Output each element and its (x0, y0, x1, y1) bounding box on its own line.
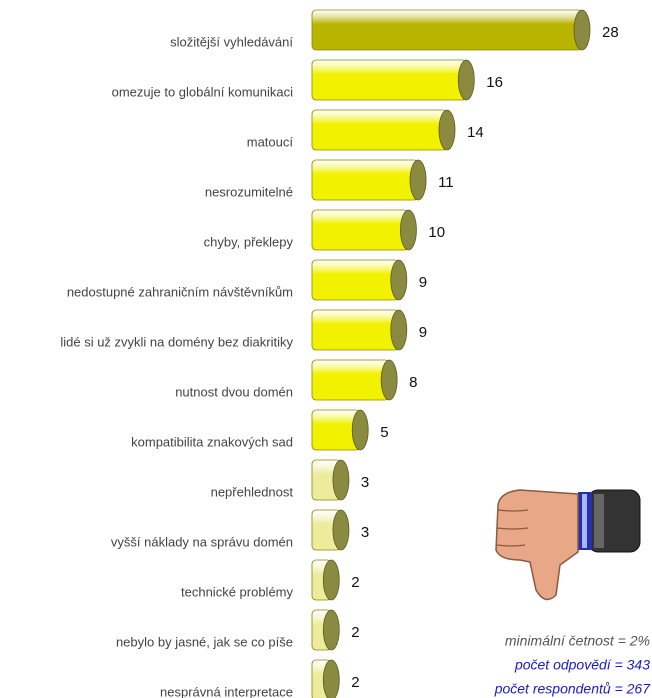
bar-cap (332, 509, 350, 551)
value-label: 16 (486, 74, 503, 91)
value-label: 9 (419, 274, 427, 291)
bar-cap (332, 459, 350, 501)
bar-cap (351, 409, 369, 451)
value-label: 3 (361, 474, 369, 491)
bar (311, 9, 583, 51)
category-label: nebylo by jasné, jak se co píše (116, 634, 293, 649)
category-label: vyšší náklady na správu domén (111, 534, 293, 549)
value-label: 2 (351, 674, 359, 691)
note-respondents: počet respondentů = 267 (494, 681, 652, 697)
bar-cap (457, 59, 475, 101)
category-label: matoucí (247, 134, 294, 149)
value-label: 28 (602, 24, 619, 41)
bar-cap (438, 109, 456, 151)
value-label: 11 (438, 174, 454, 191)
value-label: 5 (380, 424, 388, 441)
category-label: nesprávná interpretace (160, 684, 293, 698)
category-label: nedostupné zahraničním návštěvníkům (67, 284, 293, 299)
bar (311, 59, 467, 101)
bar-cap (390, 259, 408, 301)
value-label: 10 (428, 224, 445, 241)
bar-cap (409, 159, 427, 201)
bar-cap (322, 659, 340, 698)
note-answers: počet odpovědí = 343 (514, 657, 650, 673)
bar (311, 309, 400, 351)
category-label: lidé si už zvykli na domény bez diakriti… (60, 334, 293, 349)
category-label: složitější vyhledávání (170, 34, 293, 49)
value-label: 2 (351, 624, 359, 641)
bar (311, 259, 400, 301)
category-label: nesrozumitelné (205, 184, 293, 199)
thumbs-down-icon (495, 489, 641, 601)
bar-cap (573, 9, 591, 51)
bar-cap (400, 209, 417, 251)
value-label: 9 (419, 324, 427, 341)
value-label: 3 (361, 524, 369, 541)
bar (311, 209, 409, 251)
bar-cap (322, 609, 340, 651)
category-label: nepřehlednost (211, 484, 294, 499)
bar-cap (322, 559, 340, 601)
category-label: omezuje to globální komunikaci (112, 84, 293, 99)
value-label: 14 (467, 124, 484, 141)
category-label: kompatibilita znakových sad (131, 434, 293, 449)
category-label: chyby, překlepy (204, 234, 294, 249)
note-min: minimální četnost = 2% (505, 633, 650, 649)
bar-cap (380, 359, 398, 401)
bar (311, 159, 419, 201)
category-label: technické problémy (181, 584, 293, 599)
bar (311, 109, 448, 151)
bar (311, 359, 390, 401)
category-label: nutnost dvou domén (175, 384, 293, 399)
value-label: 8 (409, 374, 417, 391)
bar-cap (390, 309, 408, 351)
value-label: 2 (351, 574, 359, 591)
